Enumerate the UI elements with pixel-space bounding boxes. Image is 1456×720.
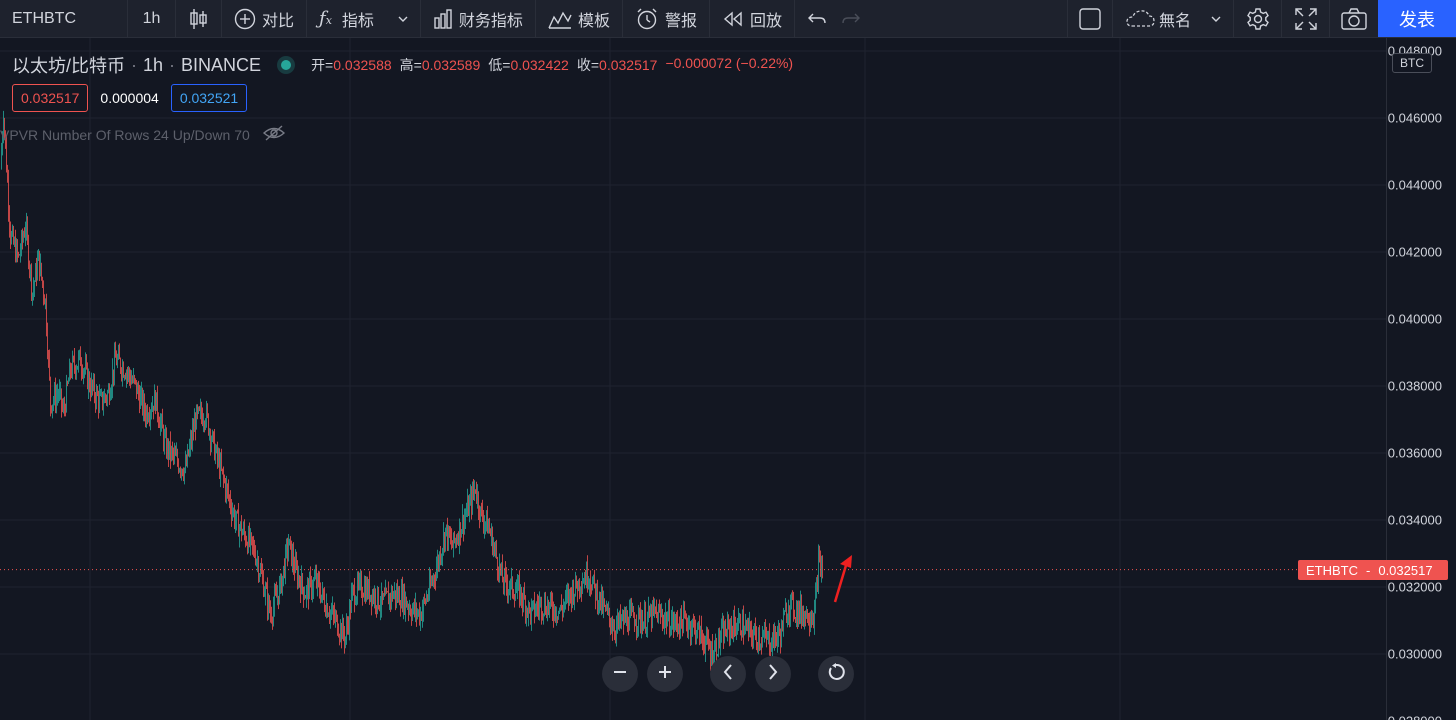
high-value: 0.032589	[421, 57, 481, 73]
indicators-label: 指标	[341, 12, 374, 30]
ohlc-values: 开=0.032588 高=0.032589 低=0.032422 收=0.032…	[311, 55, 793, 75]
compare-label: 对比	[262, 12, 295, 30]
indicator-label: VPVR Number Of Rows 24 Up/Down 70	[0, 126, 250, 143]
chevron-right-icon	[768, 663, 778, 685]
high-label: 高=	[399, 57, 422, 73]
spread-value: 0.000004	[100, 90, 159, 106]
rewind-icon	[722, 10, 744, 27]
top-toolbar: ETHBTC 1h 对比 ƒx 指标 财务指标 模板 警	[0, 0, 1456, 38]
price-tick-label: 0.034000	[1387, 512, 1442, 528]
legend-interval: 1h	[143, 54, 164, 75]
change-value: −0.000072 (−0.22%)	[665, 55, 794, 71]
template-chart-icon	[548, 9, 572, 29]
last-price-value: 0.032517	[1378, 562, 1433, 578]
price-tick-label: 0.038000	[1387, 378, 1442, 394]
candlestick-chart[interactable]	[0, 38, 1386, 720]
legend-separator: ·	[131, 54, 138, 75]
zoom-out-button[interactable]	[602, 656, 638, 692]
zoom-in-button[interactable]	[647, 656, 683, 692]
bar-chart-icon	[433, 8, 453, 29]
financials-label: 财务指标	[458, 12, 523, 30]
fullscreen-icon	[1294, 7, 1317, 30]
buy-price-box[interactable]: 0.032521	[170, 84, 248, 112]
price-tick-label: 0.028000	[1388, 714, 1442, 720]
replay-label: 回放	[749, 12, 782, 30]
legend-separator: ·	[169, 54, 176, 75]
chart-style-button[interactable]	[176, 0, 222, 37]
redo-icon[interactable]	[841, 11, 861, 27]
alert-label: 警报	[664, 12, 697, 30]
undo-icon[interactable]	[807, 11, 827, 27]
close-label: 收=	[576, 57, 600, 73]
alarm-clock-icon	[635, 7, 659, 31]
chevron-down-icon	[398, 16, 408, 22]
low-label: 低=	[488, 57, 511, 73]
symbol-search-button[interactable]: ETHBTC	[0, 0, 128, 37]
chevron-down-icon	[1211, 16, 1221, 22]
indicators-button[interactable]: ƒx 指标	[307, 0, 421, 37]
up-arrow-annotation	[833, 555, 852, 603]
chart-pane[interactable]	[0, 38, 1386, 720]
function-icon: ƒx	[319, 8, 332, 29]
reset-icon	[827, 662, 845, 686]
select-layout-button[interactable]	[1066, 0, 1113, 37]
price-tick-label: 0.036000	[1387, 445, 1442, 461]
close-value: 0.032517	[599, 57, 658, 73]
publish-button[interactable]: 发表	[1378, 0, 1456, 37]
price-tick-label: 0.044000	[1387, 177, 1442, 193]
last-price-tag: ETHBTC - 0.032517	[1298, 560, 1448, 580]
camera-icon	[1341, 7, 1367, 30]
reset-chart-button[interactable]	[818, 656, 854, 692]
bid-ask-row: 0.032517 0.000004 0.032521	[12, 84, 248, 112]
cloud-icon	[1125, 9, 1155, 29]
candles	[1, 110, 823, 672]
separator-dash: -	[1366, 562, 1371, 578]
legend-title[interactable]: 以太坊/比特币	[12, 56, 126, 76]
templates-button[interactable]: 模板	[536, 0, 623, 37]
open-value: 0.032588	[333, 57, 392, 73]
price-tick-label: 0.040000	[1387, 311, 1442, 327]
replay-button[interactable]: 回放	[710, 0, 795, 37]
currency-tag[interactable]: BTC	[1392, 53, 1432, 73]
market-status-dot[interactable]	[281, 60, 292, 70]
open-label: 开=	[311, 57, 334, 73]
interval-button[interactable]: 1h	[128, 0, 176, 37]
scroll-right-button[interactable]	[755, 656, 791, 692]
plus-circle-icon	[234, 8, 256, 30]
indicator-legend[interactable]: VPVR Number Of Rows 24 Up/Down 70	[0, 124, 286, 145]
price-axis[interactable]: 0.048000 0.046000 0.044000 0.042000 0.040000…	[1386, 38, 1456, 720]
snapshot-button[interactable]	[1330, 0, 1378, 37]
symbol-label: ETHBTC	[12, 9, 76, 27]
low-value: 0.032422	[510, 57, 569, 73]
price-tick-label: 0.030000	[1387, 646, 1442, 662]
chevron-left-icon	[723, 663, 733, 685]
candles-icon	[189, 8, 209, 30]
price-tick-label: 0.032000	[1387, 579, 1442, 595]
chart-legend: 以太坊/比特币 · 1h · BINANCE 开=0.032588 高=0.03…	[12, 52, 793, 78]
currency-label: BTC	[1400, 56, 1424, 70]
templates-label: 模板	[577, 12, 610, 30]
last-price-symbol: ETHBTC	[1306, 562, 1358, 578]
layout-name-label: 無名	[1158, 12, 1191, 30]
minus-icon	[613, 665, 627, 684]
alert-button[interactable]: 警报	[623, 0, 710, 37]
price-tick-label: 0.042000	[1387, 244, 1442, 260]
undo-redo-group	[795, 0, 873, 37]
legend-exchange: BINANCE	[181, 54, 262, 75]
interval-label: 1h	[142, 9, 161, 27]
eye-hidden-icon[interactable]	[262, 124, 286, 145]
financials-button[interactable]: 财务指标	[421, 0, 536, 37]
grid-lines	[0, 38, 1386, 720]
settings-button[interactable]	[1234, 0, 1282, 37]
price-tick-label: 0.046000	[1387, 110, 1442, 126]
plus-icon	[658, 665, 672, 684]
scroll-left-button[interactable]	[710, 656, 746, 692]
layout-name-button[interactable]: 無名	[1113, 0, 1234, 37]
square-icon	[1079, 7, 1101, 30]
publish-label: 发表	[1399, 9, 1435, 30]
gear-icon	[1246, 7, 1270, 31]
sell-price-box[interactable]: 0.032517	[12, 84, 89, 112]
compare-button[interactable]: 对比	[222, 0, 308, 37]
fullscreen-button[interactable]	[1282, 0, 1330, 37]
